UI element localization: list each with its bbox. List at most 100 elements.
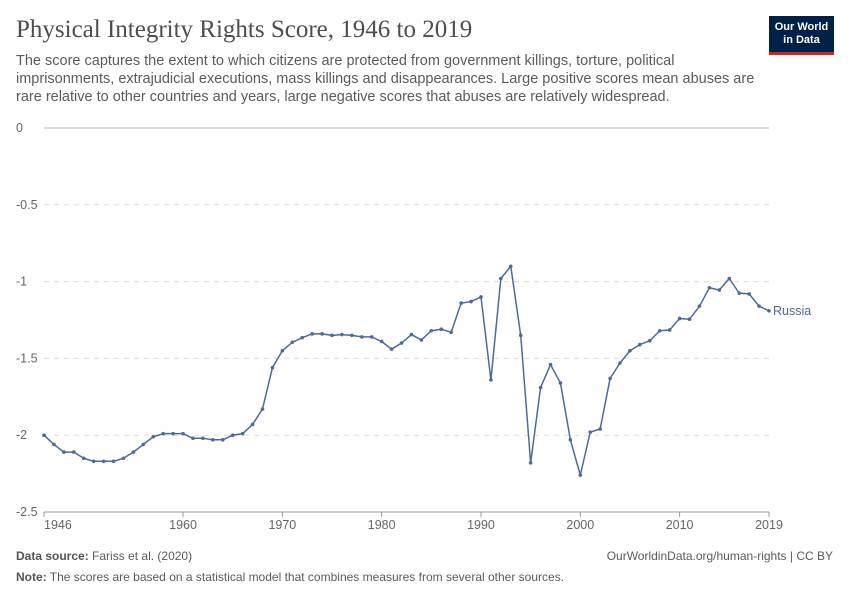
data-point xyxy=(747,292,751,296)
data-point xyxy=(161,431,165,436)
series-label: Russia xyxy=(773,304,811,318)
data-point xyxy=(91,459,96,464)
data-point xyxy=(280,348,285,353)
data-point xyxy=(628,348,632,353)
data-point xyxy=(52,442,56,447)
data-point xyxy=(389,347,394,351)
data-point xyxy=(330,333,334,338)
data-point xyxy=(469,299,473,304)
chart-subtitle: The score captures the extent to which c… xyxy=(16,53,755,105)
x-tick-label: 1990 xyxy=(467,518,495,532)
data-point xyxy=(767,308,771,313)
data-point xyxy=(409,332,414,337)
data-point xyxy=(737,291,742,295)
data-point xyxy=(131,450,136,454)
data-point xyxy=(369,335,374,339)
data-point xyxy=(260,407,265,411)
note-text: The scores are based on a statistical mo… xyxy=(49,570,565,584)
note: Note: The scores are based on a statisti… xyxy=(16,570,564,584)
data-point xyxy=(220,438,225,442)
data-point xyxy=(538,385,543,390)
data-point xyxy=(191,436,195,441)
data-point xyxy=(240,431,245,436)
source-label: Data source: xyxy=(16,549,89,563)
data-point xyxy=(429,328,434,333)
data-point xyxy=(638,342,642,347)
data-point xyxy=(518,333,523,338)
data-point xyxy=(300,335,305,340)
x-tick-label: 2019 xyxy=(755,518,783,532)
data-point xyxy=(528,461,533,465)
data-point xyxy=(360,335,364,339)
data-point xyxy=(697,304,702,308)
owid-logo[interactable]: Our World in Data xyxy=(769,16,834,55)
data-point xyxy=(111,459,116,464)
data-point xyxy=(667,328,672,332)
data-point xyxy=(489,378,493,382)
data-point xyxy=(439,327,444,332)
data-point xyxy=(141,442,146,447)
data-point xyxy=(588,430,593,434)
x-tick-label: 1960 xyxy=(169,518,197,532)
data-point xyxy=(350,333,354,338)
data-point xyxy=(181,431,185,436)
series-line-russia xyxy=(43,265,770,476)
data-point xyxy=(558,381,563,385)
data-point xyxy=(379,339,384,344)
data-point xyxy=(449,330,453,335)
x-tick-label: 2000 xyxy=(566,518,594,532)
x-tick-label: 2010 xyxy=(666,518,694,532)
data-point xyxy=(211,438,215,442)
data-point xyxy=(548,362,553,367)
data-point xyxy=(648,338,652,343)
data-point xyxy=(320,332,324,336)
data-point xyxy=(290,340,295,345)
data-point xyxy=(42,433,46,438)
note-label: Note: xyxy=(16,570,47,584)
data-point xyxy=(459,301,463,305)
y-tick-label: -2.5 xyxy=(16,505,38,519)
data-point xyxy=(608,376,612,381)
data-point xyxy=(62,450,66,454)
data-point xyxy=(657,328,662,333)
logo-line-1: Our World xyxy=(774,21,829,33)
data-point xyxy=(121,456,126,461)
data-point xyxy=(578,473,583,477)
data-point xyxy=(727,276,732,281)
owid-url[interactable]: OurWorldinData.org/human-rights | CC BY xyxy=(606,549,833,563)
data-point xyxy=(151,434,156,439)
data-point xyxy=(250,422,255,427)
x-tick-label: 1980 xyxy=(368,518,396,532)
y-tick-label: -2 xyxy=(16,428,27,442)
data-point xyxy=(508,264,513,269)
data-point xyxy=(618,361,622,365)
data-point xyxy=(419,338,424,342)
x-tick-label: 1970 xyxy=(268,518,296,532)
data-point xyxy=(171,431,175,436)
data-point xyxy=(598,427,602,431)
data-point xyxy=(757,304,761,308)
data-point xyxy=(479,295,483,299)
y-tick-label: -1.5 xyxy=(16,351,38,365)
data-point xyxy=(707,285,712,290)
data-point xyxy=(677,316,682,321)
x-tick-label: 1946 xyxy=(44,518,72,532)
data-point xyxy=(81,456,86,461)
data-source: Data source: Fariss et al. (2020) xyxy=(16,549,192,563)
data-point xyxy=(717,288,722,292)
data-point xyxy=(499,276,503,281)
y-tick-label: -1 xyxy=(16,275,27,289)
logo-line-2: in Data xyxy=(783,34,820,46)
data-point xyxy=(201,436,205,441)
chart-title: Physical Integrity Rights Score, 1946 to… xyxy=(16,16,473,43)
y-tick-label: 0 xyxy=(16,121,23,135)
data-point xyxy=(687,317,692,322)
data-point xyxy=(340,332,344,337)
data-point xyxy=(568,438,573,442)
data-point xyxy=(101,459,106,464)
data-point xyxy=(230,433,235,438)
data-point xyxy=(71,450,76,454)
source-link[interactable]: Fariss et al. (2020) xyxy=(92,549,193,563)
data-point xyxy=(399,341,404,345)
